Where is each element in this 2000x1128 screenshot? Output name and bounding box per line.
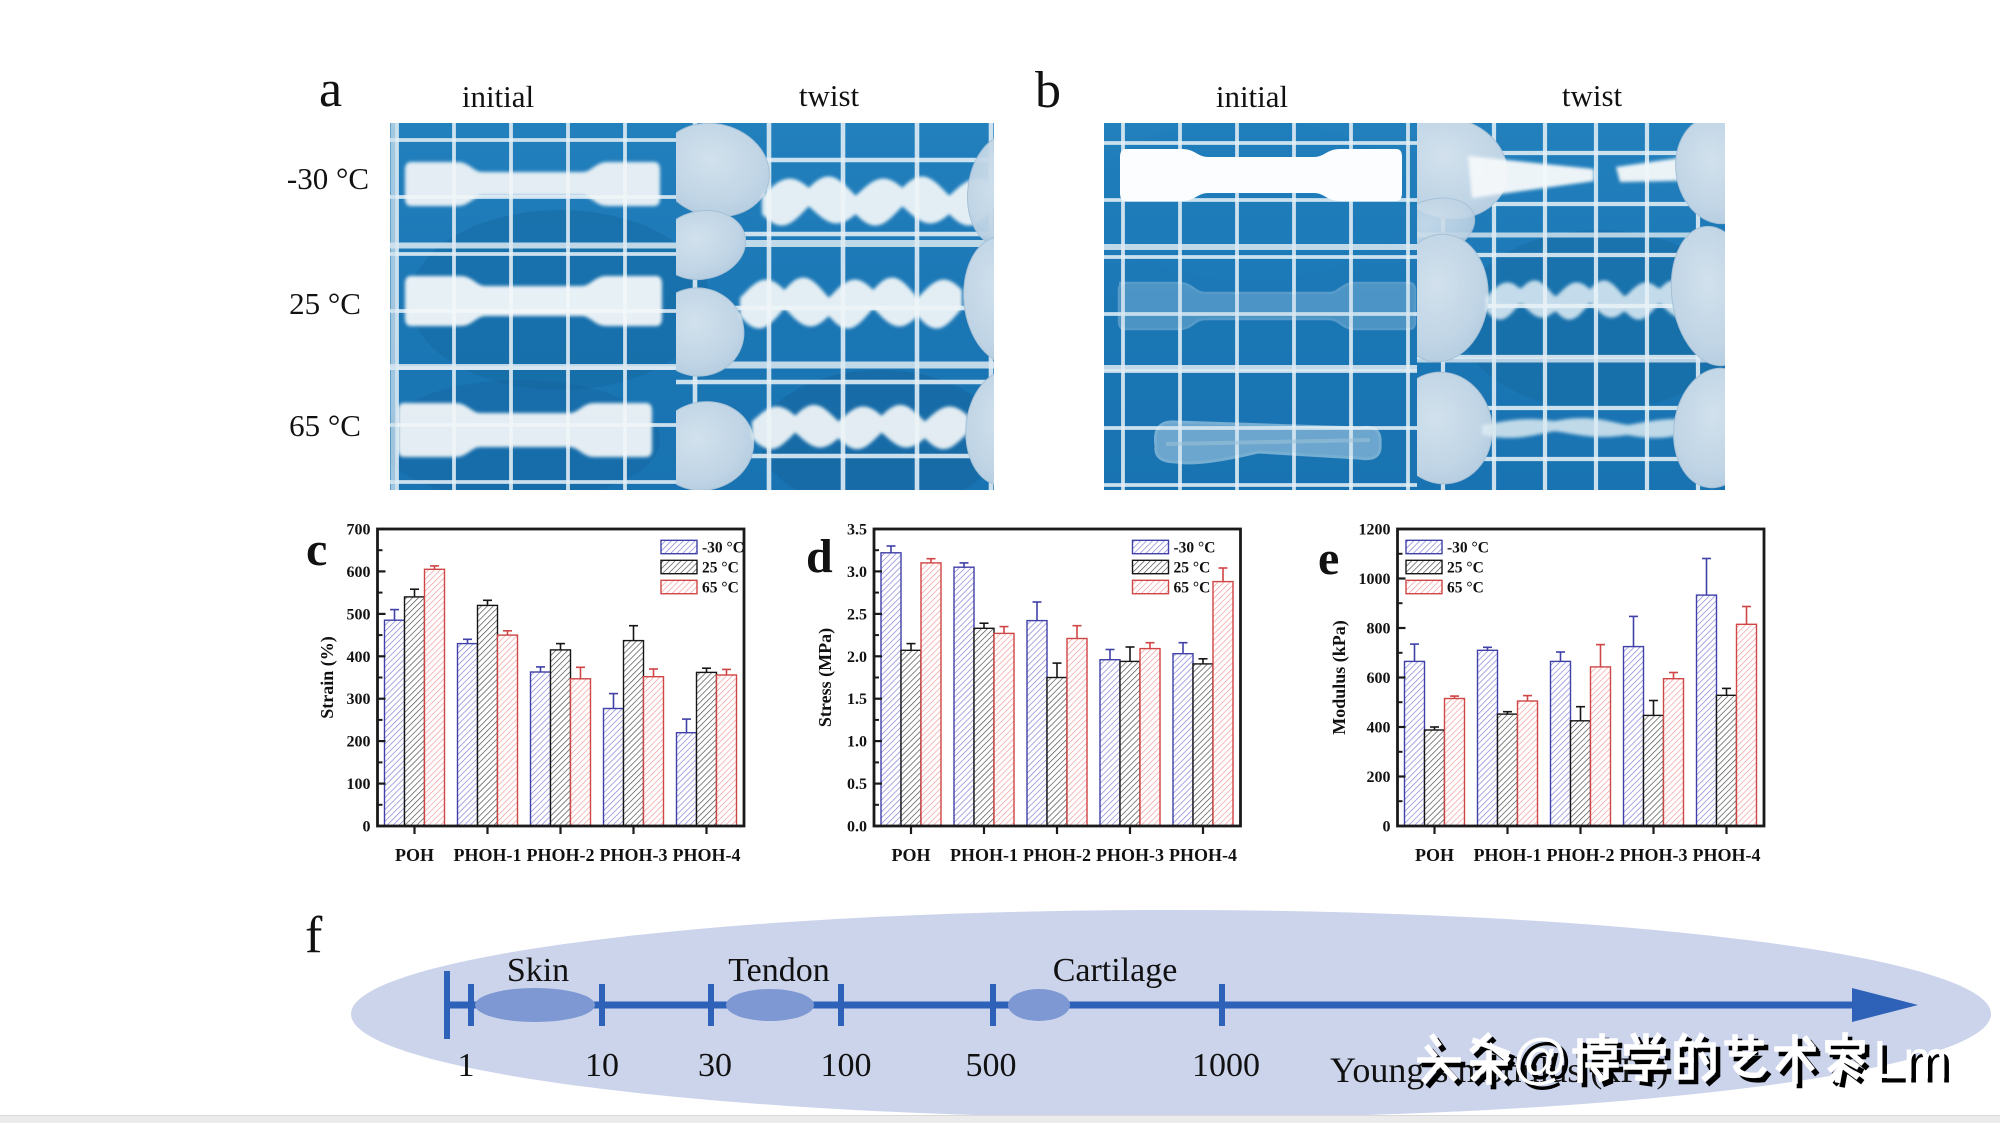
svg-text:PHOH-1: PHOH-1	[950, 845, 1018, 865]
svg-text:65 °C: 65 °C	[1447, 580, 1484, 597]
svg-text:65 °C: 65 °C	[1174, 580, 1211, 597]
svg-text:3.5: 3.5	[847, 522, 867, 539]
svg-text:f: f	[305, 907, 323, 964]
svg-text:initial: initial	[462, 79, 534, 114]
svg-text:Stress (MPa): Stress (MPa)	[815, 628, 836, 727]
svg-text:PHOH-3: PHOH-3	[1096, 845, 1164, 865]
svg-text:500: 500	[347, 606, 371, 623]
svg-text:100: 100	[347, 776, 371, 793]
svg-text:65 °C: 65 °C	[289, 408, 361, 443]
svg-text:Modulus (kPa): Modulus (kPa)	[1329, 620, 1350, 735]
svg-text:POH: POH	[395, 845, 434, 865]
svg-text:200: 200	[347, 734, 371, 751]
svg-text:@: @	[1516, 1032, 1573, 1095]
svg-text:@: @	[1512, 1027, 1569, 1090]
svg-text:-30 °C: -30 °C	[1174, 540, 1216, 557]
svg-text:PHOH-3: PHOH-3	[1620, 845, 1688, 865]
svg-text:0.5: 0.5	[847, 776, 867, 793]
svg-text:1.5: 1.5	[847, 691, 867, 708]
svg-text:-30 °C: -30 °C	[702, 540, 744, 557]
svg-text:2.0: 2.0	[847, 649, 867, 666]
svg-text:100: 100	[821, 1047, 872, 1084]
svg-text:b: b	[1035, 62, 1061, 119]
svg-text:PHOH-4: PHOH-4	[1693, 845, 1761, 865]
svg-text:c: c	[306, 523, 327, 576]
svg-text:PHOH-3: PHOH-3	[600, 845, 668, 865]
svg-text:Tendon: Tendon	[728, 952, 830, 989]
svg-text:1: 1	[458, 1047, 475, 1084]
svg-text:Lm: Lm	[1873, 1030, 1948, 1090]
svg-text:Lm: Lm	[1878, 1035, 1953, 1095]
svg-text:1.0: 1.0	[847, 734, 867, 751]
svg-text:PHOH-2: PHOH-2	[527, 845, 595, 865]
svg-text:2.5: 2.5	[847, 606, 867, 623]
svg-text:600: 600	[1367, 670, 1391, 687]
svg-text:twist: twist	[799, 78, 860, 113]
svg-text:30: 30	[698, 1047, 732, 1084]
svg-text:-30 °C: -30 °C	[1447, 540, 1489, 557]
svg-text:-30 °C: -30 °C	[287, 161, 369, 196]
svg-text:a: a	[319, 61, 342, 118]
svg-text:25 °C: 25 °C	[702, 560, 739, 577]
svg-text:POH: POH	[892, 845, 931, 865]
svg-text:1200: 1200	[1359, 522, 1391, 539]
svg-text:300: 300	[347, 691, 371, 708]
svg-text:PHOH-1: PHOH-1	[1474, 845, 1542, 865]
svg-text:1000: 1000	[1192, 1047, 1260, 1084]
svg-text:3.0: 3.0	[847, 564, 867, 581]
svg-text:10: 10	[585, 1047, 619, 1084]
svg-text:PHOH-2: PHOH-2	[1547, 845, 1615, 865]
svg-text:200: 200	[1367, 769, 1391, 786]
svg-text:d: d	[806, 530, 833, 583]
svg-text:PHOH-2: PHOH-2	[1023, 845, 1091, 865]
svg-text:800: 800	[1367, 621, 1391, 638]
svg-text:65 °C: 65 °C	[702, 580, 739, 597]
svg-text:PHOH-1: PHOH-1	[454, 845, 522, 865]
svg-text:700: 700	[347, 522, 371, 539]
svg-text:Cartilage: Cartilage	[1053, 952, 1178, 989]
svg-text:0: 0	[1383, 819, 1391, 836]
svg-text:POH: POH	[1415, 845, 1454, 865]
svg-text:400: 400	[347, 649, 371, 666]
svg-text:600: 600	[347, 564, 371, 581]
svg-text:Strain (%): Strain (%)	[317, 636, 338, 719]
svg-text:0: 0	[363, 819, 371, 836]
svg-text:twist: twist	[1562, 78, 1623, 113]
svg-text:e: e	[1318, 532, 1339, 585]
svg-text:25 °C: 25 °C	[1174, 560, 1211, 577]
svg-text:25 °C: 25 °C	[1447, 560, 1484, 577]
svg-text:PHOH-4: PHOH-4	[1169, 845, 1237, 865]
svg-text:1000: 1000	[1359, 571, 1391, 588]
svg-text:0.0: 0.0	[847, 819, 867, 836]
svg-text:500: 500	[966, 1047, 1017, 1084]
svg-text:PHOH-4: PHOH-4	[673, 845, 741, 865]
svg-text:400: 400	[1367, 720, 1391, 737]
svg-text:initial: initial	[1216, 79, 1288, 114]
svg-text:Skin: Skin	[507, 952, 569, 989]
svg-text:25 °C: 25 °C	[289, 286, 361, 321]
